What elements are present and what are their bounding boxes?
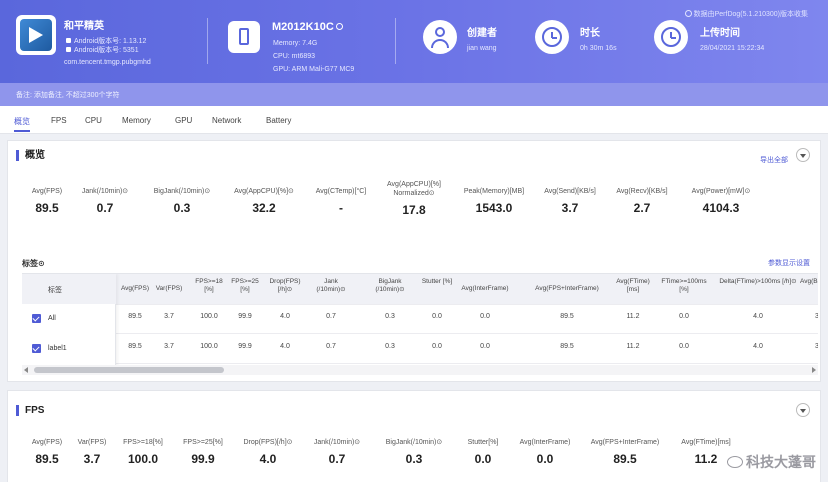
remark-bar[interactable]: 备注: 添加备注, 不超过300个字符 — [0, 83, 828, 106]
row-label: All — [48, 315, 56, 322]
phone-icon — [228, 21, 260, 53]
tab-network[interactable]: Network — [212, 116, 242, 125]
stat-bigjank: BigJank(/10min)⊙ 0.3 — [153, 188, 211, 215]
fps-stat-interframe: Avg(InterFrame) 0.0 — [519, 439, 571, 466]
stat-avg-ctemp: Avg(CTemp)[°C] - — [315, 188, 367, 215]
android-icon — [66, 38, 71, 43]
fps-stat-stutter: Stutter[%] 0.0 — [467, 439, 499, 466]
upload-value: 28/04/2021 15:22:34 — [700, 45, 765, 52]
duration-title: 时长 — [580, 28, 600, 39]
col-header[interactable]: Stutter [%] — [421, 278, 453, 285]
weibo-icon — [727, 456, 743, 468]
table-header: Avg(FPS) Var(FPS) FPS>=18 [%] FPS>=25 [%… — [22, 274, 818, 304]
header-divider — [395, 18, 396, 64]
col-header[interactable]: Avg(FPS+InterFrame) — [535, 285, 599, 292]
device-cpu: CPU: mt6893 — [273, 53, 316, 60]
scroll-right-icon[interactable] — [812, 367, 816, 373]
col-header[interactable]: BigJank (/10min)⊙ — [375, 278, 405, 293]
col-header[interactable]: Avg(FPS) — [120, 285, 150, 292]
stat-appcpu-normalized: Avg(AppCPU)[%] Normalized⊙ 17.8 — [387, 181, 441, 217]
clock-icon — [535, 20, 569, 54]
tab-fps[interactable]: FPS — [51, 116, 67, 125]
stat-avg-appcpu: Avg(AppCPU)[%]⊙ 32.2 — [234, 188, 294, 215]
col-header[interactable]: FPS>=18 [%] — [195, 278, 223, 293]
info-icon — [684, 10, 692, 17]
fps-stat-var: Var(FPS) 3.7 — [77, 439, 107, 466]
duration-value: 0h 30m 16s — [580, 45, 617, 52]
labels-title: 标签⊙ — [22, 259, 45, 268]
col-header[interactable]: Drop(FPS) [/h]⊙ — [269, 278, 301, 293]
watermark: 科技大蓬哥 — [727, 452, 816, 472]
col-header[interactable]: FTime>=100ms [%] — [661, 278, 707, 293]
row-label: label1 — [48, 345, 67, 352]
collapse-fps-icon[interactable] — [796, 403, 810, 417]
row-checkbox-label1[interactable] — [32, 344, 41, 353]
stat-peak-memory: Peak(Memory)[MB] 1543.0 — [463, 188, 525, 215]
col-header[interactable]: Avg(FTime) [ms] — [616, 278, 650, 293]
fps-stat-ftime: Avg(FTime)[ms] 11.2 — [681, 439, 731, 466]
fps-stat-fps-interframe: Avg(FPS+InterFrame) 89.5 — [590, 439, 660, 466]
stat-avg-send: Avg(Send)[KB/s] 3.7 — [544, 188, 596, 215]
stat-avg-power: Avg(Power)[mW]⊙ 4104.3 — [691, 188, 751, 215]
fps-card: FPS Avg(FPS) 89.5 Var(FPS) 3.7 FPS>=18[%] 1… — [7, 390, 821, 482]
report-header: 数据由PerfDog(5.1.210300)版本收集 和平精英 Android版… — [0, 0, 828, 83]
overview-card: 概览 导出全部 Avg(FPS) 89.5 Jank(/10min)⊙ 0.7 Bi… — [7, 140, 821, 382]
col-header[interactable]: FPS>=25 [%] — [231, 278, 259, 293]
upload-title: 上传时间 — [700, 28, 740, 39]
fps-title: FPS — [16, 405, 44, 416]
scroll-thumb[interactable] — [34, 367, 224, 373]
collapse-overview-icon[interactable] — [796, 148, 810, 162]
stat-avg-recv: Avg(Recv)[KB/s] 2.7 — [616, 188, 668, 215]
fps-stat-avg: Avg(FPS) 89.5 — [31, 439, 63, 466]
creator-title: 创建者 — [467, 28, 497, 39]
device-name: M2012K10C — [272, 21, 343, 33]
col-header[interactable]: Delta(FTime)>100ms [/h]⊙ — [719, 278, 797, 285]
history-icon — [654, 20, 688, 54]
tab-memory[interactable]: Memory — [122, 116, 151, 125]
perfdog-version-note: 数据由PerfDog(5.1.210300)版本收集 — [684, 9, 808, 19]
device-memory: Memory: 7.4G — [273, 40, 318, 47]
export-all-link[interactable]: 导出全部 — [760, 157, 788, 164]
col-header[interactable]: Jank (/10min)⊙ — [316, 278, 346, 293]
app-package: com.tencent.tmgp.pubgmhd — [64, 59, 151, 66]
fps-stat-jank: Jank(/10min)⊙ 0.7 — [313, 439, 361, 466]
row-checkbox-all[interactable] — [32, 314, 41, 323]
stat-avg-fps: Avg(FPS) 89.5 — [31, 188, 63, 215]
tab-gpu[interactable]: GPU — [175, 116, 193, 125]
tab-overview[interactable]: 概览 — [14, 117, 30, 132]
section-tabs: 概览 FPS CPU Memory GPU Network Battery — [0, 106, 828, 134]
overview-title: 概览 — [16, 150, 45, 161]
user-icon — [423, 20, 457, 54]
tab-battery[interactable]: Battery — [266, 116, 292, 125]
label-column: 标签 All label1 — [22, 274, 116, 373]
scroll-left-icon[interactable] — [24, 367, 28, 373]
remark-input[interactable]: 备注: 添加备注, 不超过300个字符 — [16, 92, 120, 99]
param-display-settings-link[interactable]: 参数显示设置 — [768, 260, 810, 267]
fps-stat-bigjank: BigJank(/10min)⊙ 0.3 — [385, 439, 443, 466]
android-icon — [66, 47, 71, 52]
labels-table: Avg(FPS) Var(FPS) FPS>=18 [%] FPS>=25 [%… — [22, 273, 818, 373]
device-info-icon[interactable] — [335, 23, 343, 30]
table-horizontal-scrollbar[interactable] — [22, 365, 818, 375]
app-android-build: Android版本号: 5351 — [66, 45, 139, 55]
app-logo — [16, 15, 56, 55]
col-header[interactable]: Var(FPS) — [155, 285, 183, 292]
device-gpu: GPU: ARM Mali-G77 MC9 — [273, 66, 355, 73]
tab-cpu[interactable]: CPU — [85, 116, 102, 125]
col-header[interactable]: Avg(InterFrame) — [461, 285, 509, 292]
app-name: 和平精英 — [64, 21, 104, 32]
header-divider — [207, 18, 208, 64]
creator-value: jian wang — [467, 45, 497, 52]
col-header[interactable]: Avg(Ba... — [800, 278, 818, 285]
fps-stat-drop: Drop(FPS)[/h]⊙ 4.0 — [243, 439, 293, 466]
stat-jank: Jank(/10min)⊙ 0.7 — [81, 188, 129, 215]
label-column-header: 标签 — [48, 287, 62, 294]
app-info: 和平精英 Android版本号: 1.13.12 Android版本号: 535… — [16, 15, 196, 73]
fps-stat-ge18: FPS>=18[%] 100.0 — [123, 439, 163, 466]
fps-stat-ge25: FPS>=25[%] 99.9 — [183, 439, 223, 466]
app-android-version: Android版本号: 1.13.12 — [66, 36, 146, 46]
